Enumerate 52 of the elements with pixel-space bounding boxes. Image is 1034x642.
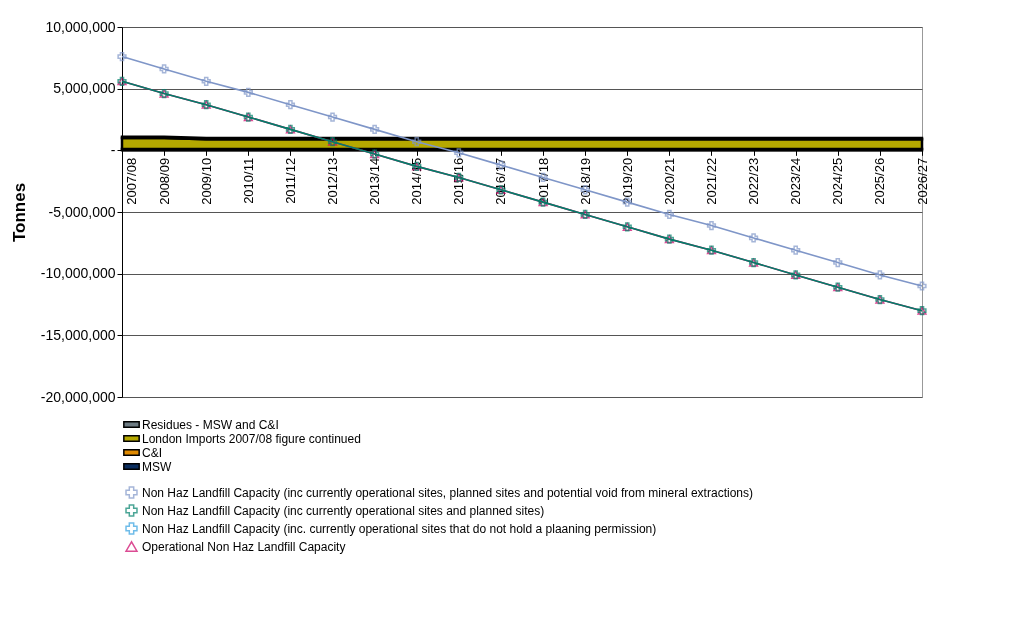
legend-label: Residues - MSW and C&I bbox=[142, 417, 279, 432]
legend-label: Non Haz Landfill Capacity (inc currently operational sites, planned sites and potential void from mineral extractions) bbox=[142, 485, 753, 500]
x-tick-label: 2010/11 bbox=[240, 157, 256, 204]
point bbox=[117, 51, 127, 62]
x-tick-label: 2016/17 bbox=[493, 157, 509, 205]
y-tick-label: -5,000,000 bbox=[48, 203, 116, 220]
point bbox=[706, 220, 717, 231]
x-tick-label: 2020/21 bbox=[661, 157, 677, 205]
x-tick-label: 2026/27 bbox=[914, 157, 930, 205]
point bbox=[285, 100, 296, 110]
x-tick-label: 2014/15 bbox=[409, 157, 425, 205]
point bbox=[327, 112, 338, 122]
x-tick-label: 2023/24 bbox=[788, 157, 804, 205]
point bbox=[917, 281, 927, 291]
legend-label: Operational Non Haz Landfill Capacity bbox=[142, 539, 346, 554]
y-tick-label: - bbox=[110, 141, 116, 158]
point bbox=[412, 137, 422, 147]
point bbox=[201, 76, 211, 86]
x-tick-label: 2012/13 bbox=[325, 157, 341, 205]
point bbox=[664, 209, 674, 220]
y-axis-title: Tonnes bbox=[9, 182, 29, 243]
legend-label: Non Haz Landfill Capacity (inc. currently operational sites that do not hold a plaaning permission) bbox=[142, 521, 657, 536]
x-tick-label: 2024/25 bbox=[830, 157, 846, 205]
y-tick-label: -20,000,000 bbox=[40, 388, 116, 405]
x-tick-label: 2008/09 bbox=[156, 157, 172, 205]
x-tick-label: 2015/16 bbox=[451, 157, 467, 205]
x-tick-label: 2019/20 bbox=[619, 157, 635, 205]
point bbox=[748, 233, 759, 243]
point bbox=[243, 87, 253, 97]
legend-label: Non Haz Landfill Capacity (inc currently operational sites and planned sites) bbox=[142, 503, 545, 518]
point bbox=[159, 64, 169, 74]
x-tick-label: 2009/10 bbox=[198, 157, 214, 205]
x-tick-label: 2018/19 bbox=[577, 157, 593, 205]
x-tick-label: 2025/26 bbox=[872, 157, 888, 205]
legend-label: C&I bbox=[142, 445, 163, 460]
y-tick-label: -10,000,000 bbox=[40, 265, 116, 282]
x-tick-label: 2011/12 bbox=[282, 157, 298, 204]
y-tick-label: -15,000,000 bbox=[40, 326, 116, 343]
legend-label: MSW bbox=[142, 459, 172, 474]
point bbox=[370, 124, 380, 134]
point bbox=[454, 148, 464, 158]
y-tick-label: 10,000,000 bbox=[45, 18, 116, 35]
x-tick-label: 2013/14 bbox=[367, 157, 383, 205]
y-tick-label: 5,000,000 bbox=[53, 80, 116, 97]
x-tick-label: 2017/18 bbox=[535, 157, 551, 205]
point bbox=[791, 245, 801, 255]
point bbox=[833, 257, 843, 268]
legend-label: London Imports 2007/08 figure continued bbox=[142, 431, 361, 446]
point bbox=[875, 270, 885, 280]
x-tick-label: 2022/23 bbox=[746, 157, 762, 205]
x-tick-label: 2021/22 bbox=[703, 157, 719, 205]
x-tick-label: 2007/08 bbox=[123, 157, 139, 205]
